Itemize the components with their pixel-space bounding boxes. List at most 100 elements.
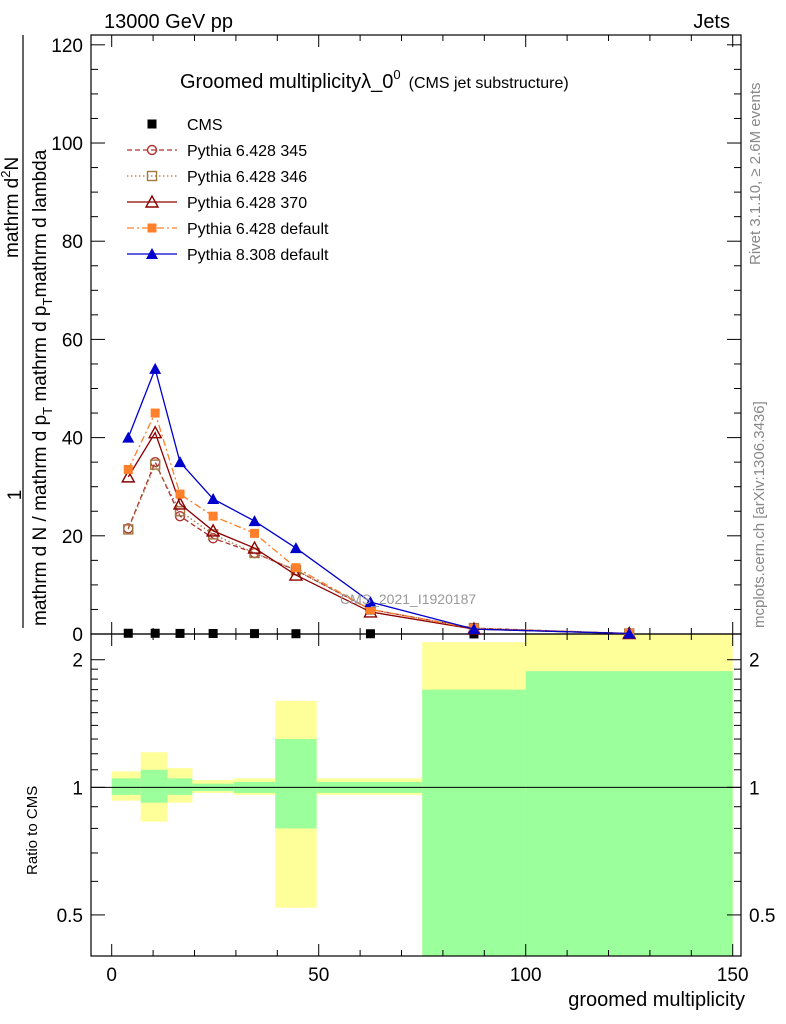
y-tick-label-main-5: 100 [51,134,83,155]
legend-entry-5: Pythia 8.308 default [127,247,329,264]
data-point-3-5 [288,567,304,581]
data-point-0-1 [150,628,160,638]
y-tick-label-ratio-right-2: 2 [749,651,760,672]
header-category: Jets [693,11,730,33]
ratio-frame [90,633,742,957]
x-axis-label: groomed multiplicity [568,989,745,1011]
data-point-5-8 [623,627,636,639]
y-axis-label-main: 1 mathrm d N / mathrm d pT mathrm d pTma… [0,35,55,628]
data-point-4-2 [175,489,185,499]
data-point-1-1 [149,456,161,468]
data-point-2-0 [123,524,134,535]
legend-marker-2 [146,170,158,182]
ylabel-den-sub: T [40,407,55,415]
legend-label-2: Pythia 6.428 346 [187,169,307,186]
axis-ticks: 0 50 100 150 0 20 40 60 80 100 120 0.5 0.5 1 1 2 2 [51,35,775,986]
series-3 [121,425,637,640]
y-tick-label-ratio-1: 1 [72,778,83,799]
data-point-5-3 [207,492,220,504]
legend-label-1: Pythia 6.428 345 [187,143,307,160]
ylabel-den-sub2: T [40,298,55,306]
data-point-3-2 [172,496,188,510]
y-axis-label-ratio: Ratio to CMS [24,786,41,875]
ylabel-numerator: mathrm d2N [0,157,23,258]
legend-entry-4: Pythia 6.428 default [127,221,329,238]
legend-entry-2: Pythia 6.428 346 [127,169,307,186]
data-series [121,362,637,640]
ratio-stat-band-7 [422,689,526,956]
y-tick-label-main-6: 120 [51,36,83,57]
data-point-0-3 [208,629,218,639]
ylabel-denominator: mathrm d N / mathrm d pT mathrm d pTmath… [30,149,55,626]
series-5 [122,362,636,639]
data-point-4-3 [208,511,218,521]
legend-label-3: Pythia 6.428 370 [187,195,307,212]
series-line-1 [127,460,630,635]
data-point-4-5 [291,563,301,573]
chart-title-main: Groomed multiplicityλ_0 [180,71,393,93]
ylabel-num-n: N [2,157,23,171]
ylabel-one: 1 [5,490,26,501]
ratio-stat-band-1 [140,769,168,803]
data-point-5-1 [149,362,162,374]
data-point-3-0 [121,469,136,483]
y-tick-label-main-2: 40 [62,429,83,450]
legend-marker-1 [146,144,158,156]
ratio-stat-band-2 [167,778,193,795]
data-point-2-2 [174,506,186,517]
series-line-2 [127,463,630,635]
legend-entry-0: CMS [147,117,223,134]
y-tick-label-ratio-right-0: 0.5 [749,906,775,927]
data-point-4-1 [150,408,160,418]
data-point-0-6 [365,629,375,639]
y-tick-label-ratio-2: 2 [72,651,83,672]
data-point-3-1 [147,425,163,439]
y-tick-label-ratio-right-1: 1 [749,778,760,799]
ylabel-den-text: mathrm d N / mathrm d p [30,415,51,626]
data-point-4-0 [123,465,133,475]
data-point-3-4 [247,540,262,554]
data-point-2-1 [149,459,161,470]
analysis-watermark: CMS_2021_I1920187 [340,591,476,607]
ratio-stat-band-5 [275,739,317,829]
data-point-5-2 [174,456,187,468]
legend-marker-5 [146,248,158,259]
ratio-bands [111,634,733,956]
y-tick-label-main-4: 80 [62,232,83,253]
y-tick-label-main-1: 20 [62,527,83,548]
x-tick-label-1: 50 [308,965,329,986]
chart-title-sup: 0 [393,67,400,82]
y-tick-label-main-0: 0 [72,625,83,646]
data-point-4-4 [250,528,260,538]
data-point-5-5 [289,542,302,554]
ylabel-num-text: mathrm d [2,178,23,258]
legend-entry-3: Pythia 6.428 370 [127,194,307,212]
ratio-stat-band-0 [111,778,141,795]
legend-label-5: Pythia 8.308 default [187,247,329,264]
x-tick-label-3: 150 [717,965,749,986]
ratio-stat-band-8 [525,671,733,956]
x-tick-label-0: 0 [106,965,117,986]
data-point-5-0 [122,431,135,443]
y-tick-label-main-3: 60 [62,330,83,351]
series-line-3 [127,431,630,635]
data-point-0-5 [291,629,301,639]
legend-marker-4 [147,223,157,233]
ylabel-den-rest: mathrm d p [30,306,51,407]
data-point-5-7 [467,623,480,635]
legend-label-0: CMS [187,117,223,134]
header-process: 13000 GeV pp [104,11,233,33]
chart-title: Groomed multiplicityλ_00 (CMS jet substru… [180,67,569,93]
data-point-4-6 [365,604,375,614]
data-point-5-4 [248,515,261,527]
legend-marker-3 [144,194,160,208]
ylabel-den-rest2: mathrm d lambda [30,149,51,297]
y-tick-label-ratio-0: 0.5 [57,906,83,927]
legend: CMS Pythia 6.428 345 Pythia 6.428 346 Pythi… [127,117,329,264]
chart-subtitle: (CMS jet substructure) [409,75,569,92]
rivet-label: Rivet 3.1.10, ≥ 2.6M events [747,83,764,266]
data-point-3-3 [205,523,221,537]
x-tick-label-2: 100 [510,965,542,986]
legend-marker-0 [147,119,157,129]
